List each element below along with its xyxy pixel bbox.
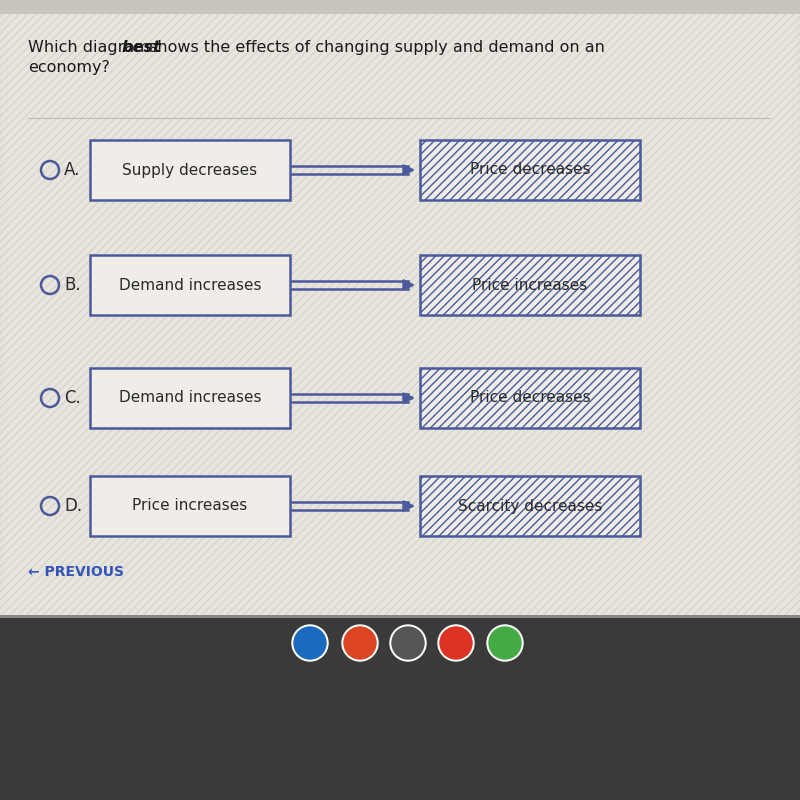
- Text: Demand increases: Demand increases: [118, 390, 262, 406]
- Text: economy?: economy?: [28, 60, 110, 75]
- Text: shows the effects of changing supply and demand on an: shows the effects of changing supply and…: [144, 40, 605, 55]
- Text: A.: A.: [64, 161, 80, 179]
- Circle shape: [392, 627, 424, 659]
- Circle shape: [438, 625, 474, 661]
- Circle shape: [489, 627, 521, 659]
- Circle shape: [292, 625, 328, 661]
- Circle shape: [294, 627, 326, 659]
- Circle shape: [390, 625, 426, 661]
- Bar: [0, 615, 800, 620]
- Bar: [90, 255, 290, 315]
- Bar: [420, 140, 640, 200]
- Text: Scarcity decreases: Scarcity decreases: [458, 498, 602, 514]
- Text: ← PREVIOUS: ← PREVIOUS: [28, 565, 124, 579]
- Circle shape: [487, 625, 523, 661]
- Bar: [0, 0, 800, 14]
- Bar: [0, 0, 800, 618]
- Circle shape: [440, 627, 472, 659]
- Bar: [90, 140, 290, 200]
- Bar: [420, 368, 640, 428]
- Text: Demand increases: Demand increases: [118, 278, 262, 293]
- Text: Supply decreases: Supply decreases: [122, 162, 258, 178]
- Text: best: best: [122, 40, 162, 55]
- Text: Which diagram: Which diagram: [28, 40, 155, 55]
- Text: C.: C.: [64, 389, 81, 407]
- Circle shape: [342, 625, 378, 661]
- Text: Price decreases: Price decreases: [470, 390, 590, 406]
- Bar: [90, 476, 290, 536]
- Text: Price increases: Price increases: [132, 498, 248, 514]
- Text: Price increases: Price increases: [472, 278, 588, 293]
- Bar: [0, 618, 800, 800]
- Bar: [420, 255, 640, 315]
- Text: D.: D.: [64, 497, 82, 515]
- Text: Price decreases: Price decreases: [470, 162, 590, 178]
- Bar: [420, 476, 640, 536]
- Bar: [90, 368, 290, 428]
- Text: B.: B.: [64, 276, 81, 294]
- Circle shape: [344, 627, 376, 659]
